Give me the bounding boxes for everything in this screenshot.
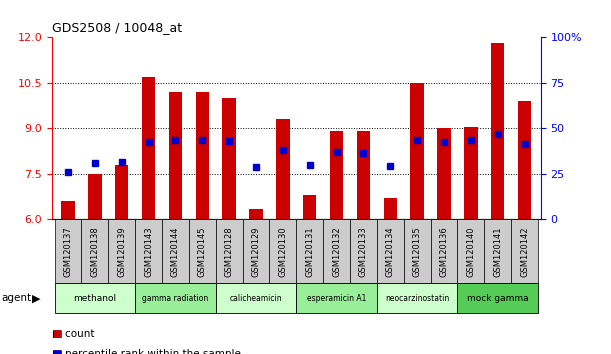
Bar bbox=[458, 283, 538, 313]
Text: GSM120140: GSM120140 bbox=[466, 226, 475, 276]
Bar bbox=[135, 283, 216, 313]
Text: GSM120130: GSM120130 bbox=[279, 226, 287, 277]
Text: GSM120141: GSM120141 bbox=[493, 226, 502, 276]
Bar bbox=[377, 283, 458, 313]
Text: neocarzinostatin: neocarzinostatin bbox=[385, 294, 449, 303]
Text: GSM120128: GSM120128 bbox=[225, 226, 233, 277]
Bar bbox=[511, 219, 538, 283]
Text: GSM120144: GSM120144 bbox=[171, 226, 180, 276]
Bar bbox=[216, 219, 243, 283]
Text: GSM120136: GSM120136 bbox=[439, 226, 448, 277]
Bar bbox=[330, 131, 343, 219]
Text: ■: ■ bbox=[52, 349, 62, 354]
Text: GSM120131: GSM120131 bbox=[306, 226, 314, 277]
Text: GSM120145: GSM120145 bbox=[198, 226, 207, 276]
Bar bbox=[135, 219, 162, 283]
Text: GSM120129: GSM120129 bbox=[252, 226, 260, 276]
Bar bbox=[303, 195, 316, 219]
Text: ▶: ▶ bbox=[32, 293, 40, 303]
Bar bbox=[377, 219, 404, 283]
Bar bbox=[169, 92, 182, 219]
Bar bbox=[296, 283, 377, 313]
Bar bbox=[162, 219, 189, 283]
Bar bbox=[142, 77, 155, 219]
Bar bbox=[431, 219, 458, 283]
Bar bbox=[222, 98, 236, 219]
Text: GSM120138: GSM120138 bbox=[90, 226, 100, 277]
Bar bbox=[196, 92, 209, 219]
Text: esperamicin A1: esperamicin A1 bbox=[307, 294, 367, 303]
Text: calicheamicin: calicheamicin bbox=[230, 294, 282, 303]
Bar bbox=[350, 219, 377, 283]
Text: GSM120132: GSM120132 bbox=[332, 226, 341, 277]
Text: GSM120139: GSM120139 bbox=[117, 226, 126, 277]
Text: GDS2508 / 10048_at: GDS2508 / 10048_at bbox=[52, 21, 182, 34]
Bar bbox=[518, 101, 532, 219]
Bar bbox=[243, 219, 269, 283]
Text: ■ percentile rank within the sample: ■ percentile rank within the sample bbox=[52, 349, 241, 354]
Bar bbox=[269, 219, 296, 283]
Text: GSM120143: GSM120143 bbox=[144, 226, 153, 277]
Bar bbox=[81, 219, 108, 283]
Bar bbox=[411, 83, 424, 219]
Text: GSM120133: GSM120133 bbox=[359, 226, 368, 277]
Bar bbox=[61, 201, 75, 219]
Bar bbox=[189, 219, 216, 283]
Bar bbox=[54, 219, 81, 283]
Bar bbox=[458, 219, 485, 283]
Text: GSM120137: GSM120137 bbox=[64, 226, 73, 277]
Text: GSM120142: GSM120142 bbox=[520, 226, 529, 276]
Bar bbox=[357, 131, 370, 219]
Text: GSM120135: GSM120135 bbox=[412, 226, 422, 277]
Bar bbox=[437, 128, 451, 219]
Text: methanol: methanol bbox=[73, 294, 117, 303]
Bar bbox=[485, 219, 511, 283]
Bar bbox=[404, 219, 431, 283]
Bar bbox=[384, 198, 397, 219]
Bar bbox=[323, 219, 350, 283]
Text: agent: agent bbox=[1, 293, 31, 303]
Text: mock gamma: mock gamma bbox=[467, 294, 529, 303]
Text: ■: ■ bbox=[52, 329, 62, 339]
Bar bbox=[88, 174, 101, 219]
Text: ■ count: ■ count bbox=[52, 329, 95, 339]
Bar bbox=[491, 43, 505, 219]
Bar bbox=[54, 283, 135, 313]
Text: GSM120134: GSM120134 bbox=[386, 226, 395, 277]
Text: gamma radiation: gamma radiation bbox=[142, 294, 208, 303]
Bar bbox=[249, 209, 263, 219]
Bar bbox=[216, 283, 296, 313]
Bar bbox=[464, 127, 478, 219]
Bar bbox=[296, 219, 323, 283]
Bar bbox=[115, 165, 128, 219]
Bar bbox=[108, 219, 135, 283]
Bar bbox=[276, 119, 290, 219]
